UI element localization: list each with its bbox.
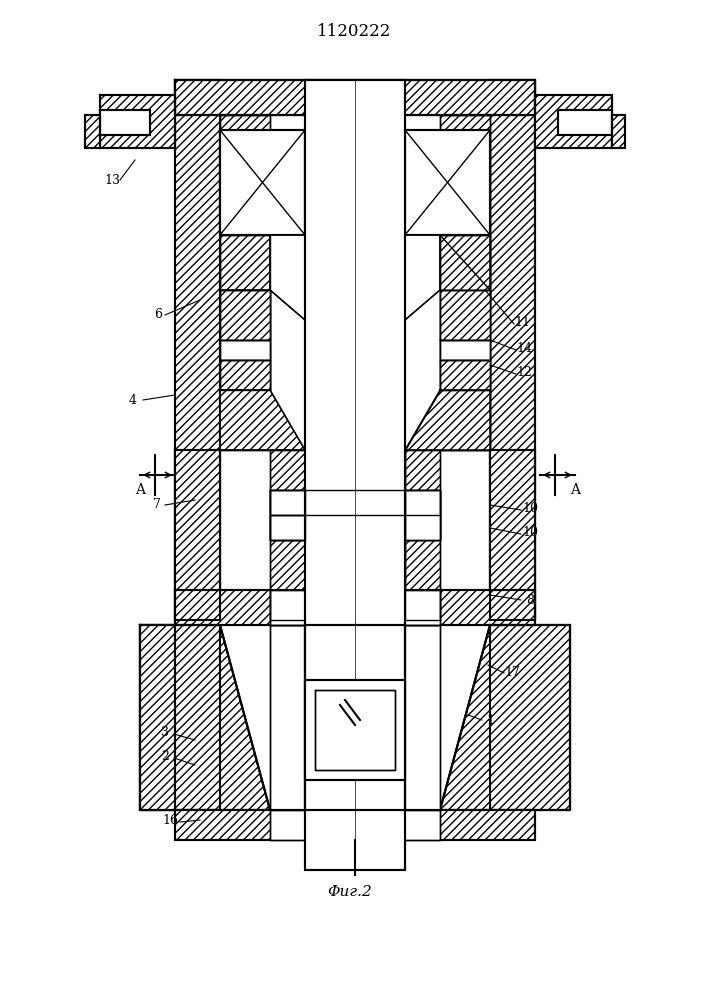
Polygon shape: [270, 625, 440, 810]
Polygon shape: [440, 235, 490, 290]
Polygon shape: [220, 290, 270, 340]
Polygon shape: [270, 490, 440, 515]
Polygon shape: [140, 625, 175, 810]
Polygon shape: [405, 130, 490, 235]
Polygon shape: [100, 110, 150, 135]
Polygon shape: [270, 515, 440, 540]
Polygon shape: [220, 235, 305, 290]
Text: 10: 10: [522, 526, 538, 538]
Text: 6: 6: [154, 308, 162, 322]
Text: 1120222: 1120222: [317, 23, 391, 40]
Polygon shape: [440, 340, 490, 360]
Text: 17: 17: [504, 666, 520, 678]
Polygon shape: [490, 80, 535, 620]
Polygon shape: [175, 80, 220, 620]
Polygon shape: [175, 450, 220, 620]
Polygon shape: [612, 115, 625, 148]
Polygon shape: [140, 625, 270, 810]
Polygon shape: [305, 625, 405, 810]
Text: 8: 8: [526, 593, 534, 606]
Text: 12: 12: [516, 365, 532, 378]
Polygon shape: [440, 625, 570, 810]
Polygon shape: [100, 95, 175, 148]
Polygon shape: [490, 450, 535, 620]
Text: 7: 7: [153, 498, 161, 512]
Polygon shape: [220, 130, 305, 235]
Text: 2: 2: [161, 750, 169, 762]
Polygon shape: [558, 110, 612, 135]
Polygon shape: [220, 390, 305, 450]
Polygon shape: [405, 235, 440, 320]
Polygon shape: [270, 235, 305, 320]
Text: 1: 1: [486, 714, 494, 726]
Text: A: A: [135, 483, 145, 497]
Text: 16: 16: [162, 814, 178, 826]
Text: A: A: [570, 483, 580, 497]
Polygon shape: [305, 80, 405, 870]
Polygon shape: [535, 95, 612, 148]
Polygon shape: [305, 680, 405, 780]
Polygon shape: [220, 235, 270, 290]
Text: 13: 13: [104, 174, 120, 186]
Polygon shape: [315, 690, 395, 770]
Polygon shape: [405, 235, 490, 290]
Polygon shape: [440, 290, 490, 340]
Polygon shape: [270, 450, 305, 620]
Polygon shape: [405, 450, 440, 620]
Text: Φиг.2: Φиг.2: [327, 885, 373, 899]
Polygon shape: [405, 390, 490, 450]
Polygon shape: [140, 625, 220, 810]
Text: 10: 10: [522, 502, 538, 514]
Text: 14: 14: [516, 342, 532, 355]
Text: 3: 3: [161, 726, 169, 738]
Polygon shape: [270, 810, 440, 840]
Polygon shape: [175, 80, 535, 115]
Text: 4: 4: [129, 393, 137, 406]
Polygon shape: [490, 625, 570, 810]
Polygon shape: [440, 360, 490, 390]
Polygon shape: [405, 490, 440, 540]
Polygon shape: [220, 115, 270, 450]
Polygon shape: [220, 340, 270, 360]
Text: 11: 11: [514, 316, 530, 328]
Polygon shape: [175, 80, 535, 115]
Polygon shape: [175, 810, 535, 840]
Polygon shape: [270, 590, 440, 625]
Polygon shape: [220, 360, 270, 390]
Polygon shape: [85, 115, 100, 148]
Polygon shape: [440, 115, 490, 450]
Polygon shape: [175, 590, 535, 625]
Polygon shape: [270, 490, 305, 540]
